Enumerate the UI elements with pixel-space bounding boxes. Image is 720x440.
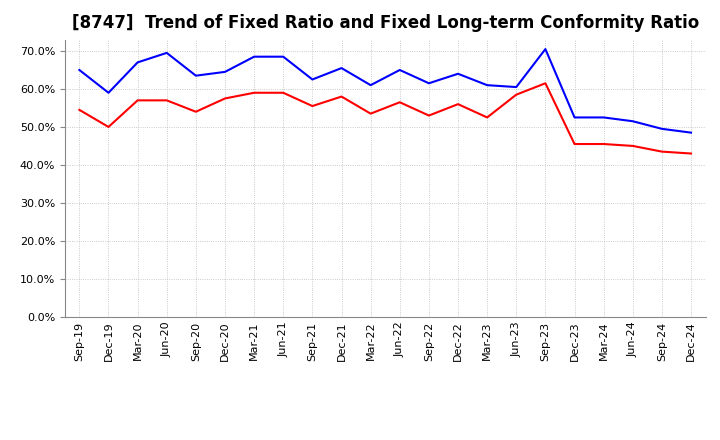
Fixed Ratio [483, 83, 492, 88]
Fixed Long-term Conformity Ratio [163, 98, 171, 103]
Fixed Long-term Conformity Ratio [279, 90, 287, 95]
Fixed Ratio [192, 73, 200, 78]
Fixed Ratio [425, 81, 433, 86]
Fixed Ratio [104, 90, 113, 95]
Fixed Long-term Conformity Ratio [629, 143, 637, 149]
Fixed Ratio [279, 54, 287, 59]
Fixed Long-term Conformity Ratio [75, 107, 84, 113]
Fixed Long-term Conformity Ratio [512, 92, 521, 97]
Fixed Long-term Conformity Ratio [308, 103, 317, 109]
Fixed Ratio [337, 66, 346, 71]
Fixed Ratio [599, 115, 608, 120]
Fixed Long-term Conformity Ratio [220, 96, 229, 101]
Fixed Ratio [308, 77, 317, 82]
Fixed Ratio [687, 130, 696, 135]
Fixed Long-term Conformity Ratio [483, 115, 492, 120]
Fixed Long-term Conformity Ratio [425, 113, 433, 118]
Fixed Long-term Conformity Ratio [366, 111, 375, 116]
Fixed Ratio [570, 115, 579, 120]
Fixed Ratio [250, 54, 258, 59]
Fixed Ratio [512, 84, 521, 90]
Fixed Long-term Conformity Ratio [599, 141, 608, 147]
Fixed Ratio [395, 67, 404, 73]
Fixed Ratio [220, 69, 229, 74]
Title: [8747]  Trend of Fixed Ratio and Fixed Long-term Conformity Ratio: [8747] Trend of Fixed Ratio and Fixed Lo… [71, 15, 699, 33]
Fixed Long-term Conformity Ratio [104, 124, 113, 129]
Fixed Long-term Conformity Ratio [687, 151, 696, 156]
Fixed Long-term Conformity Ratio [192, 109, 200, 114]
Fixed Long-term Conformity Ratio [337, 94, 346, 99]
Fixed Long-term Conformity Ratio [133, 98, 142, 103]
Fixed Ratio [133, 60, 142, 65]
Fixed Ratio [541, 47, 550, 52]
Fixed Ratio [163, 50, 171, 55]
Fixed Long-term Conformity Ratio [250, 90, 258, 95]
Fixed Long-term Conformity Ratio [570, 141, 579, 147]
Fixed Ratio [629, 119, 637, 124]
Fixed Ratio [366, 83, 375, 88]
Fixed Long-term Conformity Ratio [395, 99, 404, 105]
Fixed Ratio [454, 71, 462, 77]
Fixed Ratio [657, 126, 666, 132]
Line: Fixed Long-term Conformity Ratio: Fixed Long-term Conformity Ratio [79, 83, 691, 154]
Fixed Ratio [75, 67, 84, 73]
Fixed Long-term Conformity Ratio [657, 149, 666, 154]
Line: Fixed Ratio: Fixed Ratio [79, 49, 691, 132]
Fixed Long-term Conformity Ratio [541, 81, 550, 86]
Fixed Long-term Conformity Ratio [454, 102, 462, 107]
